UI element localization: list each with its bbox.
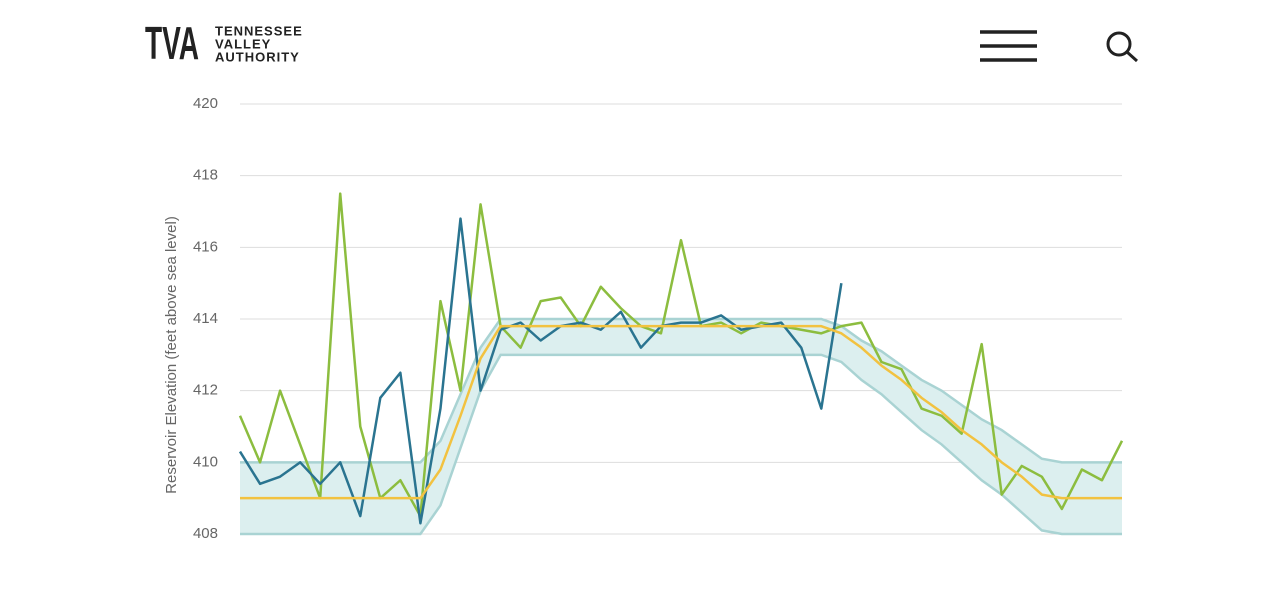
y-axis-label: Reservoir Elevation (feet above sea leve… (163, 216, 180, 494)
logo[interactable]: TVA TENNESSEE VALLEY AUTHORITY (145, 17, 303, 69)
y-tick-label: 416 (193, 238, 218, 255)
logo-text: AUTHORITY (215, 49, 300, 64)
logo-mark: TVA (145, 17, 199, 69)
band-edge (240, 317, 1122, 464)
y-tick-label: 412 (193, 382, 218, 399)
menu-button[interactable] (980, 30, 1037, 62)
chart: 408 410 412 414 416 418 420 (193, 95, 1124, 542)
y-tick-label: 414 (193, 310, 218, 327)
y-tick-label: 418 (193, 167, 218, 184)
y-tick-label: 410 (193, 453, 218, 470)
band-area (240, 319, 1122, 534)
logo-text: TENNESSEE (215, 23, 303, 38)
y-tick-label: 408 (193, 525, 218, 542)
band-edge (240, 353, 1122, 536)
logo-text: VALLEY (215, 36, 271, 51)
series-line (238, 192, 1124, 518)
series-line (240, 324, 1122, 500)
y-tick-label: 420 (193, 95, 218, 112)
search-button[interactable] (1106, 31, 1139, 63)
series-line (238, 217, 843, 525)
